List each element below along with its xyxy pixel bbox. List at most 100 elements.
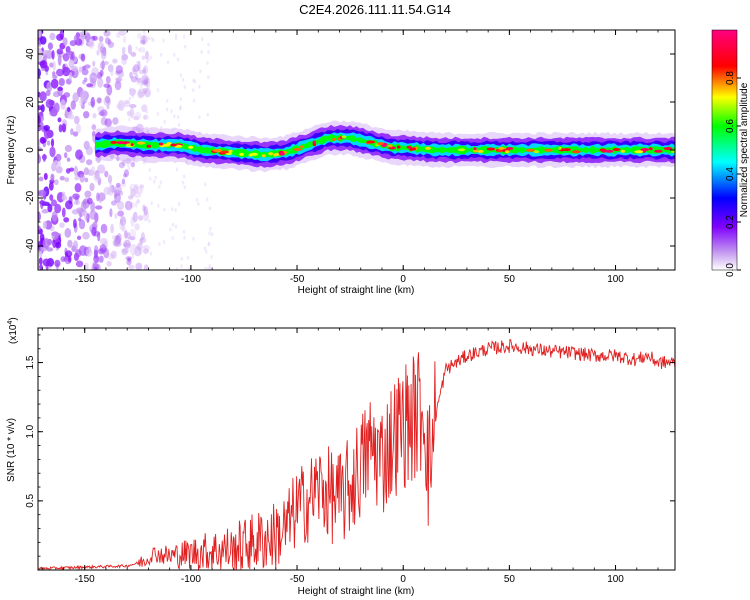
noise-speck	[166, 99, 169, 103]
ridge-hotspot	[312, 143, 317, 147]
noise-blob	[118, 30, 127, 36]
x-tick-label: -150	[75, 574, 95, 585]
noise-blob	[116, 156, 120, 162]
ridge-hotspot	[558, 146, 562, 150]
noise-blob	[143, 114, 149, 120]
noise-blob	[52, 71, 56, 77]
ridge-hotspot	[146, 144, 152, 148]
noise-speck	[138, 89, 141, 93]
noise-blob	[96, 49, 100, 56]
noise-blob	[114, 185, 122, 195]
ridge-hotspot	[332, 138, 336, 141]
noise-blob	[141, 55, 146, 61]
noise-speck	[143, 67, 146, 72]
noise-blob	[38, 68, 41, 78]
noise-blob	[49, 62, 54, 68]
x-tick-label: 50	[504, 574, 516, 585]
colorbar-ticks: 0.0 0.2 0.4 0.6 0.8	[725, 71, 741, 277]
noise-speck	[145, 87, 149, 92]
ridge-hotspot	[158, 142, 164, 146]
y-tick-label: 0.5	[25, 493, 36, 507]
noise-blob	[121, 248, 130, 254]
noise-blob	[104, 118, 112, 127]
noise-speck	[131, 94, 134, 99]
noise-blob	[115, 70, 119, 75]
noise-blob	[38, 250, 43, 258]
noise-speck	[180, 256, 183, 261]
noise-blob	[132, 69, 138, 76]
noise-blob	[98, 35, 104, 43]
noise-blob	[64, 144, 72, 153]
noise-blob	[129, 183, 136, 191]
y-tick-label: 1.5	[25, 355, 36, 369]
noise-speck	[175, 167, 179, 172]
noise-blob	[73, 240, 78, 251]
noise-blob	[142, 67, 146, 74]
noise-blob	[139, 184, 144, 189]
noise-blob	[82, 231, 90, 240]
noise-blob	[79, 245, 87, 256]
noise-speck	[182, 229, 186, 234]
ridge-hotspot	[663, 147, 673, 150]
noise-blob	[134, 201, 138, 208]
noise-speck	[192, 236, 195, 241]
noise-speck	[204, 266, 207, 270]
noise-speck	[205, 249, 208, 254]
snr-panel: -150 -100 -50 0 50 100 0.5 1.0 1.5 Height of st…	[6, 317, 676, 597]
noise-blob	[110, 250, 117, 259]
noise-speck	[207, 42, 210, 47]
noise-blob	[38, 47, 42, 53]
noise-blob	[121, 46, 126, 55]
noise-blob	[55, 153, 62, 162]
noise-speck	[150, 201, 153, 206]
y-tick-label: 1.0	[25, 424, 36, 438]
noise-blob	[55, 166, 63, 174]
noise-blob	[125, 256, 133, 261]
noise-blob	[53, 102, 60, 113]
noise-blob	[116, 32, 121, 39]
noise-blob	[40, 104, 45, 113]
snr-frame	[37, 327, 676, 571]
noise-blob	[45, 90, 51, 97]
noise-blob	[62, 191, 66, 200]
noise-blob	[38, 30, 42, 38]
colorbar-tick-label: 0.8	[725, 71, 736, 85]
noise-blob	[129, 236, 136, 241]
noise-blob	[73, 218, 77, 229]
noise-blob	[143, 65, 149, 75]
noise-blob	[143, 206, 148, 216]
noise-blob	[42, 153, 46, 162]
noise-blob	[62, 63, 66, 73]
noise-blob	[97, 77, 104, 88]
noise-blob	[38, 115, 41, 125]
noise-speck	[156, 111, 160, 116]
spectrogram-y-axis: -40 -20 0 20 40	[25, 29, 675, 271]
noise-blob	[66, 157, 71, 162]
noise-speck	[207, 50, 210, 54]
noise-blob	[122, 242, 131, 248]
noise-blob	[117, 210, 124, 217]
noise-speck	[171, 127, 174, 132]
noise-blob	[127, 195, 134, 200]
noise-blob	[135, 123, 144, 133]
noise-blob	[103, 83, 111, 88]
noise-blob	[106, 104, 110, 110]
noise-blob	[64, 228, 72, 238]
noise-blob	[80, 53, 86, 62]
noise-blob	[111, 200, 117, 206]
noise-blob	[75, 123, 81, 134]
noise-blob	[57, 86, 63, 91]
noise-blob	[70, 100, 77, 110]
noise-speck	[153, 179, 156, 184]
noise-blob	[116, 182, 121, 188]
noise-blob	[105, 76, 111, 84]
noise-blob	[100, 49, 107, 60]
x-tick-label: -50	[290, 574, 305, 585]
noise-speck	[192, 98, 196, 103]
noise-speck	[166, 60, 170, 65]
noise-blob	[75, 260, 84, 268]
noise-blob	[129, 244, 138, 255]
ridge-hotspot	[648, 147, 653, 151]
noise-speck	[183, 34, 186, 39]
noise-blob	[88, 38, 95, 49]
